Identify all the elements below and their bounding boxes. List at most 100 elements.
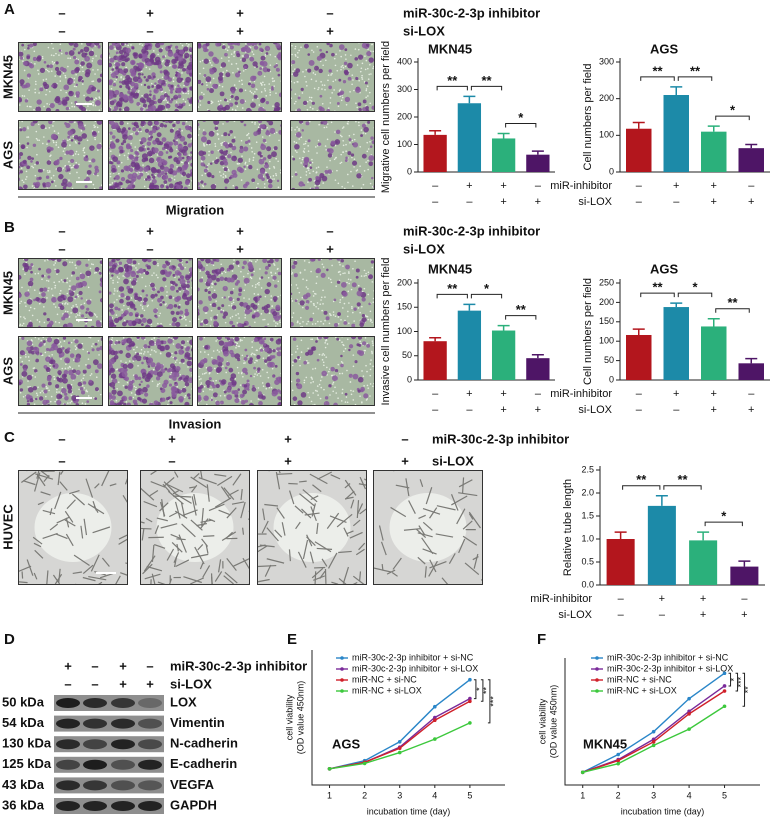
tube (88, 575, 107, 581)
pore (73, 105, 76, 108)
pore (199, 60, 202, 63)
pore (92, 343, 94, 345)
sign: + (326, 23, 334, 38)
cell (30, 263, 34, 267)
tube (202, 565, 211, 578)
pore (19, 302, 21, 305)
cell (45, 181, 51, 188)
pore (261, 368, 264, 371)
cell (19, 128, 23, 132)
cell (167, 338, 173, 344)
pore (310, 338, 312, 341)
tube (199, 562, 204, 570)
pore (179, 362, 181, 364)
sign: – (58, 241, 65, 256)
pore (367, 148, 370, 150)
cell (136, 352, 140, 356)
pore (234, 109, 237, 111)
pore (109, 150, 112, 152)
cell (344, 159, 348, 163)
pore (187, 45, 189, 47)
pore (273, 320, 275, 322)
pore (87, 286, 90, 289)
cell (64, 122, 67, 125)
pore (115, 399, 118, 402)
tube (161, 499, 165, 517)
micrograph-bg (290, 120, 375, 190)
cell (94, 342, 98, 346)
pore (322, 303, 324, 305)
cell (344, 48, 348, 52)
pore (122, 78, 125, 80)
sign: + (284, 453, 292, 468)
pore (314, 73, 317, 76)
pore (91, 49, 94, 51)
cell (187, 377, 193, 384)
cell (119, 69, 124, 74)
tube (71, 493, 85, 506)
cell (257, 173, 264, 180)
cell (319, 172, 325, 179)
cell (142, 46, 145, 50)
pore (46, 279, 48, 282)
pore (121, 309, 123, 311)
tube (172, 490, 180, 495)
tube (32, 536, 43, 545)
cell (59, 394, 63, 399)
cell (336, 102, 340, 105)
pore (355, 120, 357, 123)
micrograph (18, 470, 128, 585)
cell (197, 43, 202, 49)
cell (226, 394, 233, 401)
cell (305, 300, 310, 304)
cell (352, 373, 359, 380)
pore (242, 275, 245, 278)
cell (215, 258, 220, 263)
pore (19, 323, 22, 326)
cell (110, 185, 116, 190)
pore (353, 89, 355, 92)
cell (243, 384, 248, 388)
pore (241, 107, 244, 109)
pore (342, 66, 345, 69)
tube (193, 494, 197, 506)
cell (178, 349, 184, 355)
cell (168, 99, 173, 104)
tube (101, 470, 110, 487)
pore (305, 170, 308, 173)
cell (297, 356, 300, 359)
pore (19, 126, 21, 129)
pore (85, 299, 88, 301)
pore (41, 390, 43, 392)
pore (241, 339, 243, 342)
pore (353, 158, 356, 160)
pore (235, 341, 237, 344)
pore (349, 381, 352, 383)
cell (118, 267, 124, 273)
cell (316, 55, 322, 61)
pore (197, 318, 200, 321)
cell (70, 158, 75, 163)
pore (250, 147, 253, 149)
cell (215, 367, 221, 374)
pore (231, 302, 233, 305)
pore (140, 348, 143, 351)
cell (347, 151, 352, 156)
pore (65, 91, 68, 94)
pore (319, 60, 322, 63)
cell (127, 90, 131, 94)
pore (308, 120, 311, 123)
cell (231, 380, 237, 386)
cell (117, 390, 123, 397)
pore (318, 383, 321, 386)
cell (52, 344, 59, 351)
tube (82, 564, 94, 574)
pore (97, 149, 99, 151)
pore (340, 55, 342, 58)
pore (298, 358, 301, 360)
cell (142, 53, 148, 59)
tube (40, 491, 51, 496)
pore (83, 151, 86, 154)
cell (19, 79, 25, 85)
cell (122, 94, 128, 100)
